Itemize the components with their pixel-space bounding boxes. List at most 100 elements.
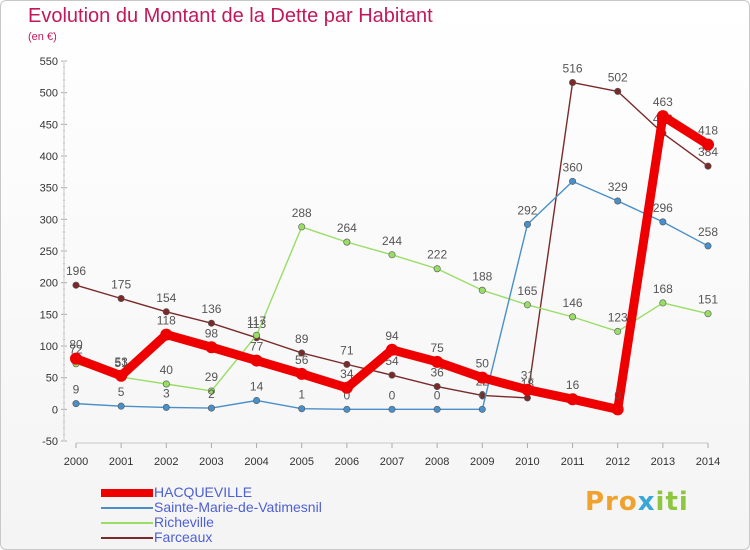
- data-label-richeville: 40: [160, 363, 174, 377]
- data-label-richeville: 264: [337, 221, 357, 235]
- x-tick-label: 2012: [605, 456, 629, 468]
- point-hacqueville: [656, 110, 669, 123]
- point-richeville: [162, 380, 170, 388]
- point-sainte-marie-de-vatimesnil: [659, 218, 667, 226]
- point-sainte-marie-de-vatimesnil: [253, 396, 261, 404]
- y-tick-label: 300: [40, 214, 58, 226]
- data-label-richeville: 288: [292, 206, 312, 220]
- point-richeville: [207, 387, 215, 395]
- y-tick-label: 350: [40, 183, 58, 195]
- point-hacqueville: [476, 371, 489, 384]
- data-label-sainte-marie-de-vatimesnil: 1: [298, 388, 305, 402]
- data-label-hacqueville: 75: [430, 341, 444, 355]
- x-tick-label: 2006: [335, 456, 359, 468]
- point-hacqueville: [250, 354, 263, 367]
- point-sainte-marie-de-vatimesnil: [298, 405, 306, 413]
- data-label-farceaux: 136: [201, 302, 221, 316]
- data-label-hacqueville: 418: [698, 124, 718, 138]
- data-label-sainte-marie-de-vatimesnil: 0: [344, 388, 351, 402]
- x-tick-label: 2004: [244, 456, 268, 468]
- point-hacqueville: [386, 343, 398, 356]
- x-tick-label: 2010: [515, 456, 539, 468]
- point-farceaux: [614, 87, 622, 95]
- data-label-sainte-marie-de-vatimesnil: 2: [208, 387, 215, 401]
- point-sainte-marie-de-vatimesnil: [72, 400, 80, 408]
- y-tick-label: 450: [40, 119, 58, 131]
- point-sainte-marie-de-vatimesnil: [388, 405, 396, 413]
- point-sainte-marie-de-vatimesnil: [207, 404, 215, 412]
- data-label-richeville: 188: [472, 269, 492, 283]
- x-tick-label: 2005: [289, 456, 313, 468]
- legend-swatch-hacqueville: [101, 485, 153, 500]
- data-label-hacqueville: 56: [295, 353, 309, 367]
- point-hacqueville: [702, 138, 714, 151]
- data-label-farceaux: 196: [66, 264, 86, 278]
- point-richeville: [704, 310, 712, 318]
- legend-label-hacqueville: HACQUEVILLE: [154, 484, 253, 500]
- data-label-richeville: 151: [698, 293, 718, 307]
- x-tick-label: 2014: [696, 456, 720, 468]
- point-sainte-marie-de-vatimesnil: [614, 197, 622, 205]
- point-hacqueville: [160, 328, 173, 341]
- data-label-sainte-marie-de-vatimesnil: 292: [517, 203, 537, 217]
- data-label-richeville: 123: [608, 310, 628, 324]
- data-label-richeville: 168: [653, 282, 673, 296]
- point-richeville: [569, 313, 577, 321]
- point-richeville: [298, 223, 306, 231]
- legend-label-richeville: Richeville: [154, 514, 214, 530]
- data-label-hacqueville: 31: [521, 369, 535, 383]
- data-label-sainte-marie-de-vatimesnil: 9: [73, 383, 80, 397]
- data-label-richeville: 29: [205, 370, 219, 384]
- x-tick-label: 2013: [651, 456, 675, 468]
- point-hacqueville: [205, 341, 218, 354]
- data-label-richeville: 72: [69, 343, 83, 357]
- point-richeville: [253, 331, 261, 339]
- point-sainte-marie-de-vatimesnil: [117, 402, 125, 410]
- point-richeville: [659, 299, 667, 307]
- point-richeville: [523, 301, 531, 309]
- data-label-farceaux: 154: [156, 291, 176, 305]
- x-tick-label: 2011: [561, 456, 585, 468]
- chart-unit: (en €): [28, 31, 57, 43]
- point-farceaux: [388, 371, 396, 379]
- point-richeville: [614, 327, 622, 335]
- data-label-hacqueville: 77: [250, 340, 264, 354]
- data-label-richeville: 222: [427, 248, 447, 262]
- data-label-hacqueville: 0: [614, 388, 621, 402]
- data-label-farceaux: 89: [295, 332, 309, 346]
- data-label-farceaux: 516: [563, 62, 583, 76]
- point-richeville: [343, 238, 351, 246]
- point-richeville: [433, 265, 441, 273]
- data-label-sainte-marie-de-vatimesnil: 3: [163, 386, 170, 400]
- data-label-hacqueville: 53: [114, 355, 128, 369]
- point-hacqueville: [521, 383, 534, 396]
- point-sainte-marie-de-vatimesnil: [433, 405, 441, 413]
- proxiti-logo: Proxiti: [585, 487, 689, 517]
- point-richeville: [388, 251, 396, 259]
- point-farceaux: [72, 281, 80, 289]
- data-label-hacqueville: 463: [653, 95, 673, 109]
- legend-label-farceaux: Farceaux: [154, 529, 213, 545]
- point-hacqueville: [70, 352, 82, 365]
- data-label-sainte-marie-de-vatimesnil: 258: [698, 225, 718, 239]
- data-label-richeville: 146: [563, 296, 583, 310]
- x-tick-label: 2009: [470, 456, 494, 468]
- y-tick-label: 150: [40, 309, 58, 321]
- point-sainte-marie-de-vatimesnil: [162, 403, 170, 411]
- y-tick-label: 500: [40, 88, 58, 100]
- data-label-sainte-marie-de-vatimesnil: 360: [563, 160, 583, 174]
- data-label-sainte-marie-de-vatimesnil: 0: [479, 388, 486, 402]
- legend-swatch-sainte-marie: [101, 500, 153, 515]
- y-tick-label: -50: [42, 436, 58, 448]
- point-richeville: [478, 286, 486, 294]
- data-label-sainte-marie-de-vatimesnil: 14: [250, 379, 264, 393]
- chart-title: Evolution du Montant de la Dette par Hab…: [28, 5, 433, 27]
- point-farceaux: [569, 79, 577, 87]
- point-farceaux: [298, 349, 306, 357]
- point-hacqueville: [566, 393, 579, 406]
- data-label-sainte-marie-de-vatimesnil: 5: [118, 385, 125, 399]
- data-label-sainte-marie-de-vatimesnil: 0: [434, 388, 441, 402]
- data-label-sainte-marie-de-vatimesnil: 296: [653, 201, 673, 215]
- data-label-hacqueville: 118: [157, 314, 176, 328]
